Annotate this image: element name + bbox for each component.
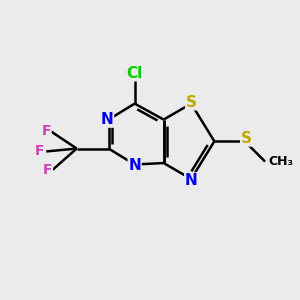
Text: Cl: Cl [127, 66, 143, 81]
Text: F: F [43, 163, 52, 177]
Text: CH₃: CH₃ [268, 155, 293, 168]
Text: F: F [41, 124, 51, 138]
Text: S: S [186, 95, 197, 110]
Text: S: S [241, 131, 252, 146]
Text: N: N [128, 158, 141, 173]
Text: F: F [35, 144, 45, 158]
Text: N: N [101, 112, 113, 127]
Text: N: N [185, 173, 197, 188]
